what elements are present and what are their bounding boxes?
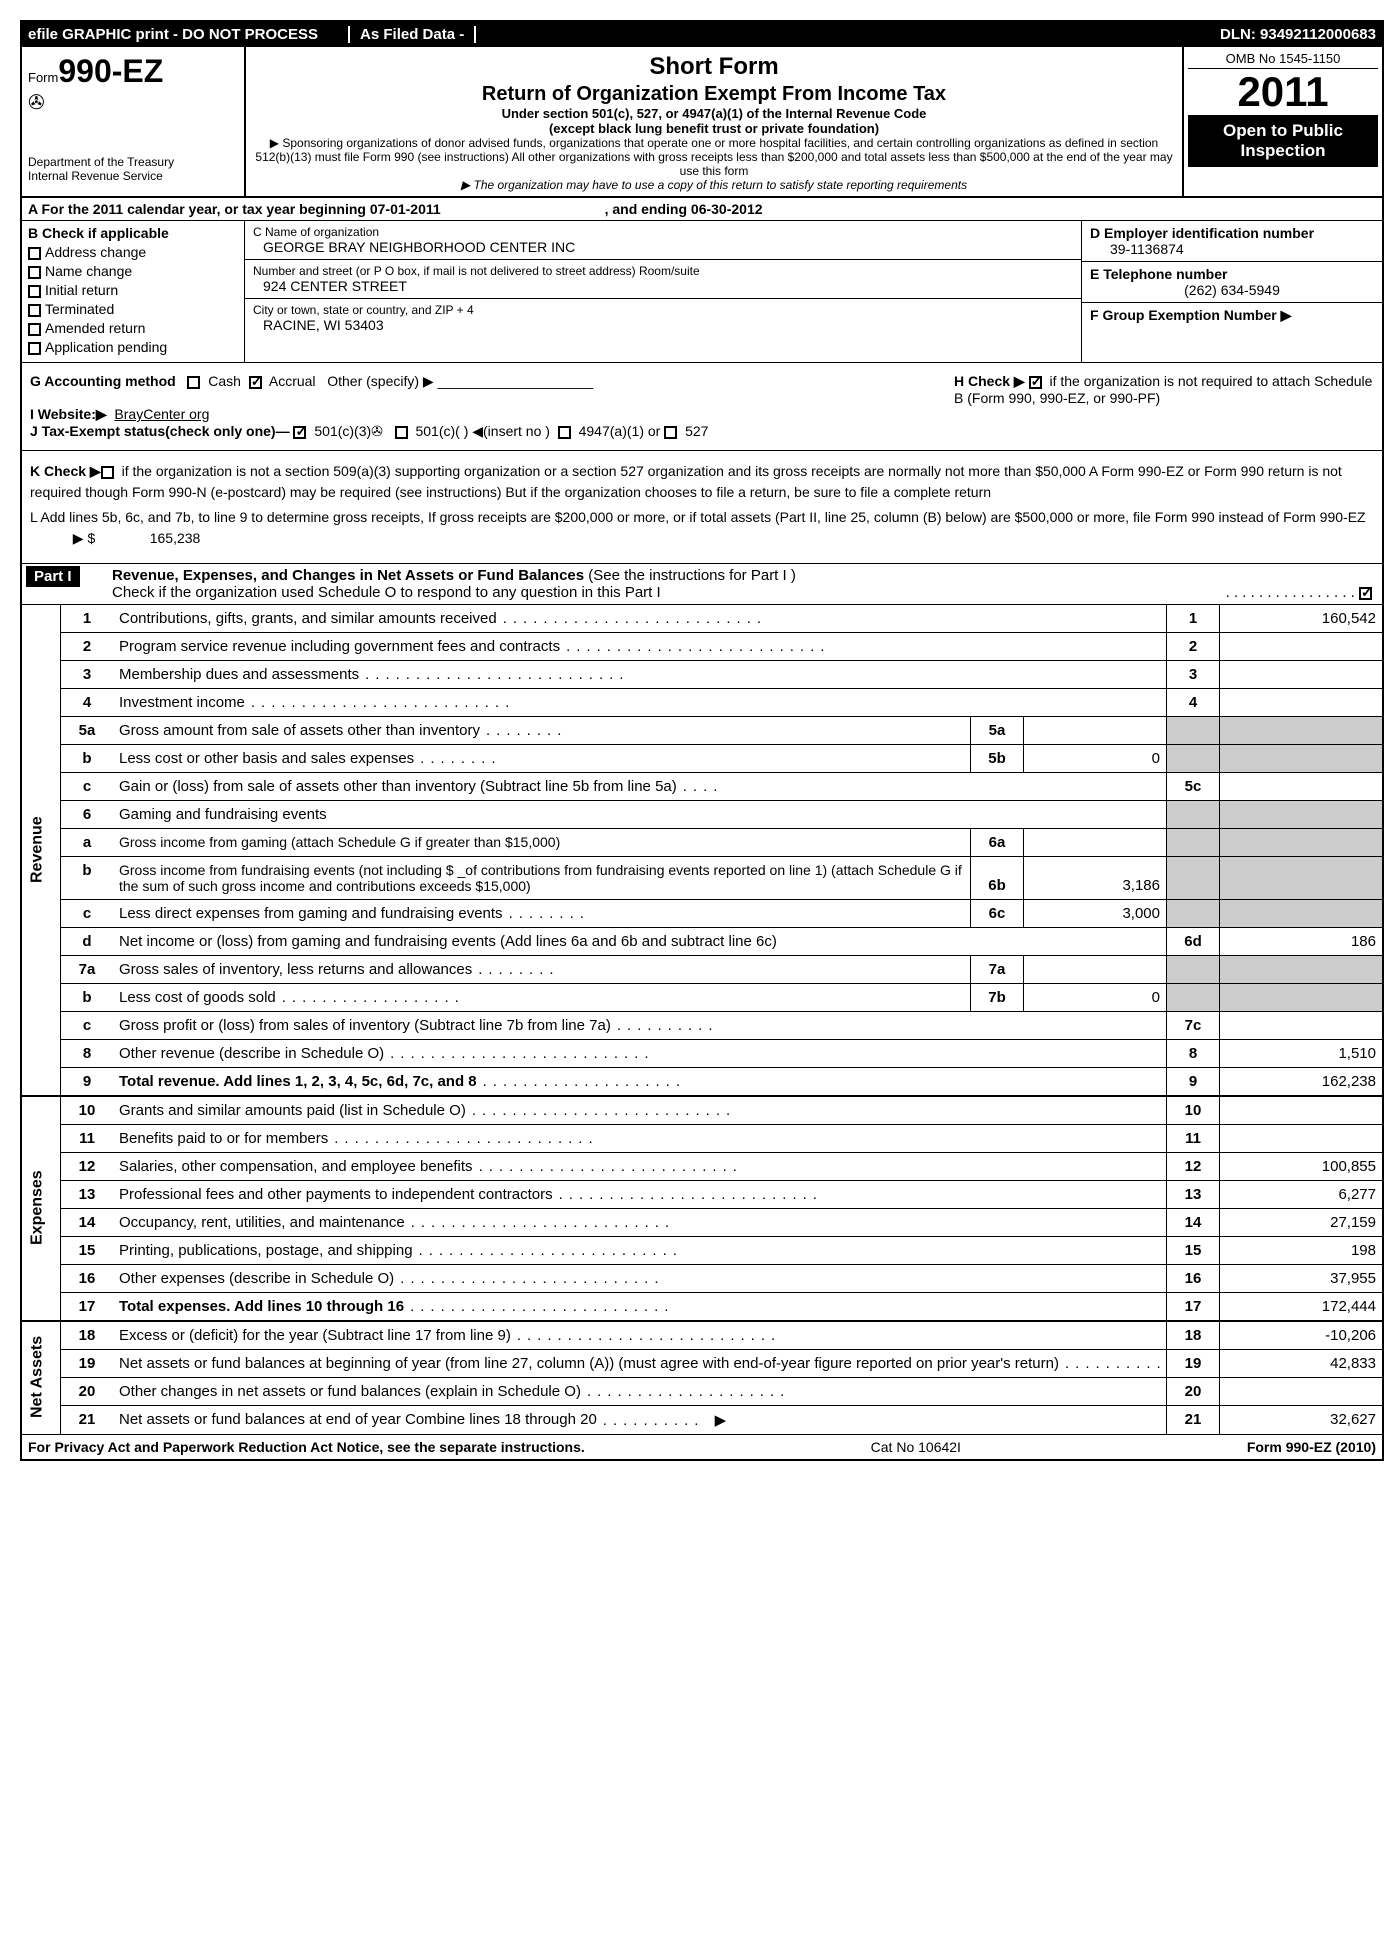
- irs: Internal Revenue Service: [28, 169, 238, 183]
- checkbox-k[interactable]: [101, 466, 114, 479]
- netassets-table: Net Assets 18 Excess or (deficit) for th…: [22, 1320, 1382, 1434]
- ein-field: D Employer identification number 39-1136…: [1082, 221, 1382, 262]
- checkbox-name-change[interactable]: [28, 266, 41, 279]
- group-exemption-field: F Group Exemption Number ▶: [1082, 303, 1382, 343]
- checkbox-address-change[interactable]: [28, 247, 41, 260]
- header-left: Form990-EZ ✇ Department of the Treasury …: [22, 47, 246, 196]
- checkbox-cash[interactable]: [187, 376, 200, 389]
- line21-value: 32,627: [1220, 1406, 1383, 1435]
- line16-value: 37,955: [1220, 1265, 1383, 1293]
- line6c-value: 3,000: [1024, 900, 1167, 928]
- subtitle: Under section 501(c), 527, or 4947(a)(1)…: [254, 106, 1174, 121]
- sponsor-note: ▶ Sponsoring organizations of donor advi…: [254, 136, 1174, 178]
- line-l: L Add lines 5b, 6c, and 7b, to line 9 to…: [30, 507, 1374, 549]
- checkbox-schedule-o[interactable]: [1359, 587, 1372, 600]
- paren-note: (except black lung benefit trust or priv…: [254, 121, 1174, 136]
- line7b-value: 0: [1024, 984, 1167, 1012]
- side-expenses: Expenses: [22, 1096, 61, 1320]
- copy-note: ▶ The organization may have to use a cop…: [254, 178, 1174, 192]
- part1-header: Part I Revenue, Expenses, and Changes in…: [22, 563, 1382, 605]
- privacy-notice: For Privacy Act and Paperwork Reduction …: [28, 1439, 585, 1455]
- mid-section-gh: G Accounting method Cash Accrual Other (…: [22, 363, 1382, 450]
- revenue-table: Revenue 1 Contributions, gifts, grants, …: [22, 605, 1382, 1095]
- checkbox-accrual[interactable]: [249, 376, 262, 389]
- as-filed: As Filed Data -: [348, 26, 476, 43]
- form-number: Form990-EZ: [28, 53, 238, 90]
- street-field: Number and street (or P O box, if mail i…: [245, 260, 1081, 299]
- org-name: GEORGE BRAY NEIGHBORHOOD CENTER INC: [253, 239, 1073, 255]
- line-g: G Accounting method Cash Accrual Other (…: [30, 373, 938, 390]
- line-i: I Website:▶ BrayCenter org: [30, 406, 938, 423]
- tax-year: 2011: [1188, 69, 1378, 115]
- street-address: 924 CENTER STREET: [253, 278, 1073, 294]
- checkbox-4947[interactable]: [558, 426, 571, 439]
- checkbox-501c[interactable]: [395, 426, 408, 439]
- line6b-value: 3,186: [1024, 857, 1167, 900]
- header-right: OMB No 1545-1150 2011 Open to Public Ins…: [1182, 47, 1382, 196]
- line18-value: -10,206: [1220, 1321, 1383, 1350]
- line12-value: 100,855: [1220, 1153, 1383, 1181]
- org-name-field: C Name of organization GEORGE BRAY NEIGH…: [245, 221, 1081, 260]
- gross-receipts: 165,238: [150, 530, 201, 546]
- website: BrayCenter org: [114, 406, 209, 422]
- line15-value: 198: [1220, 1237, 1383, 1265]
- city-state-zip: RACINE, WI 53403: [253, 317, 1073, 333]
- omb-number: OMB No 1545-1150: [1188, 51, 1378, 69]
- top-bar: efile GRAPHIC print - DO NOT PROCESS As …: [22, 22, 1382, 47]
- line8-value: 1,510: [1220, 1040, 1383, 1068]
- ein: 39-1136874: [1090, 241, 1374, 257]
- header-center: Short Form Return of Organization Exempt…: [246, 47, 1182, 196]
- section-k-l: K Check ▶ if the organization is not a s…: [22, 450, 1382, 563]
- form-990ez: efile GRAPHIC print - DO NOT PROCESS As …: [20, 20, 1384, 1461]
- checkbox-527[interactable]: [664, 426, 677, 439]
- checkbox-amended[interactable]: [28, 323, 41, 336]
- page-footer: For Privacy Act and Paperwork Reduction …: [22, 1434, 1382, 1459]
- form-ref: Form 990-EZ (2010): [1247, 1439, 1376, 1455]
- checkbox-sched-b[interactable]: [1029, 376, 1042, 389]
- line5b-value: 0: [1024, 745, 1167, 773]
- dln: DLN: 93492112000683: [1220, 26, 1376, 43]
- line1-value: 160,542: [1220, 605, 1383, 633]
- short-form-title: Short Form: [254, 53, 1174, 81]
- line19-value: 42,833: [1220, 1350, 1383, 1378]
- line6d-value: 186: [1220, 928, 1383, 956]
- dept-treasury: Department of the Treasury: [28, 155, 238, 169]
- line9-value: 162,238: [1220, 1068, 1383, 1096]
- row-bcdef: B Check if applicable Address change Nam…: [22, 221, 1382, 363]
- line-k: K Check ▶ if the organization is not a s…: [30, 461, 1374, 503]
- col-def: D Employer identification number 39-1136…: [1081, 221, 1382, 362]
- line-j: J Tax-Exempt status(check only one)— 501…: [30, 423, 938, 440]
- form-header: Form990-EZ ✇ Department of the Treasury …: [22, 47, 1382, 198]
- checkbox-pending[interactable]: [28, 342, 41, 355]
- col-c-org-info: C Name of organization GEORGE BRAY NEIGH…: [245, 221, 1081, 362]
- cat-no: Cat No 10642I: [585, 1439, 1247, 1455]
- efile-notice: efile GRAPHIC print - DO NOT PROCESS: [28, 26, 318, 43]
- checkbox-501c3[interactable]: [293, 426, 306, 439]
- col-b-header: B Check if applicable: [28, 225, 238, 241]
- phone: (262) 634-5949: [1090, 282, 1374, 298]
- phone-field: E Telephone number (262) 634-5949: [1082, 262, 1382, 303]
- city-field: City or town, state or country, and ZIP …: [245, 299, 1081, 337]
- expenses-table: Expenses 10 Grants and similar amounts p…: [22, 1095, 1382, 1320]
- side-revenue: Revenue: [22, 605, 61, 1095]
- line13-value: 6,277: [1220, 1181, 1383, 1209]
- section-a: A For the 2011 calendar year, or tax yea…: [22, 198, 1382, 221]
- checkbox-terminated[interactable]: [28, 304, 41, 317]
- line17-value: 172,444: [1220, 1293, 1383, 1321]
- col-b-checkboxes: B Check if applicable Address change Nam…: [22, 221, 245, 362]
- open-inspection: Open to Public Inspection: [1188, 115, 1378, 167]
- line-h: H Check ▶ if the organization is not req…: [946, 363, 1382, 450]
- line14-value: 27,159: [1220, 1209, 1383, 1237]
- main-title: Return of Organization Exempt From Incom…: [254, 83, 1174, 106]
- checkbox-initial-return[interactable]: [28, 285, 41, 298]
- side-netassets: Net Assets: [22, 1321, 61, 1434]
